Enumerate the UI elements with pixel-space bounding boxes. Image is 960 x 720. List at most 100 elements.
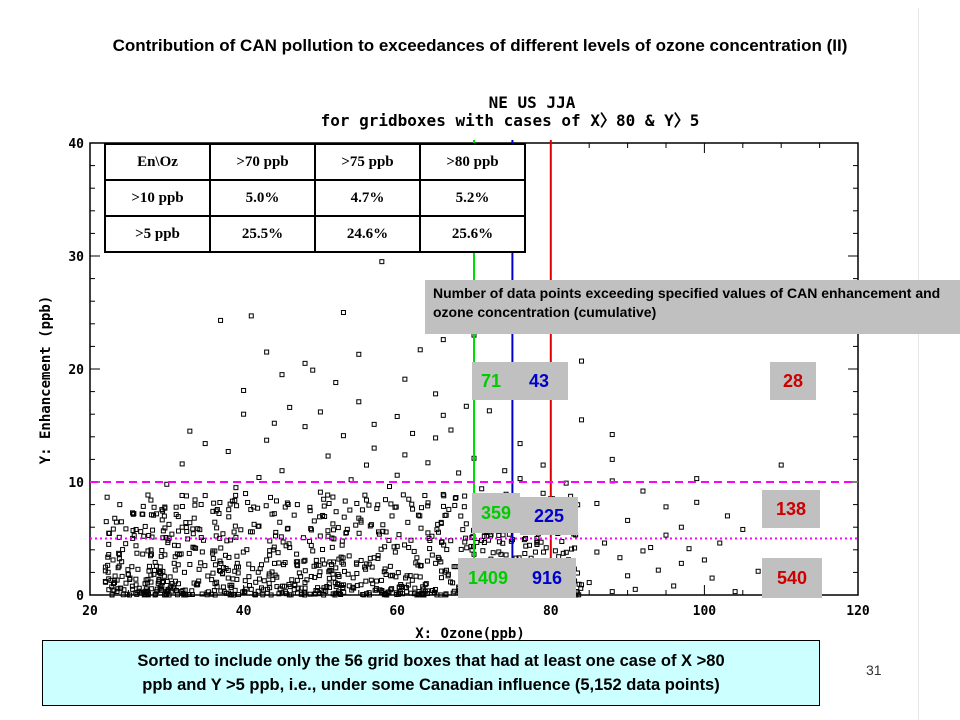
data-point [266,580,272,586]
data-point [252,591,258,597]
data-point [425,500,431,506]
data-point [388,501,394,507]
data-point [724,513,730,519]
data-point [321,561,327,567]
data-point [326,501,332,507]
data-point [521,537,527,543]
data-point [210,550,216,556]
data-point [163,591,169,597]
data-point [331,575,337,581]
data-point [486,537,492,543]
data-point [552,548,558,554]
data-point [268,592,274,598]
data-point [277,586,283,592]
data-point [560,550,566,556]
data-point [321,592,327,598]
data-point [123,580,129,586]
data-point [282,560,288,566]
data-point [133,576,139,582]
data-point [325,528,331,534]
data-point [350,575,356,581]
data-point [438,520,444,526]
data-point [233,485,239,491]
data-point [640,548,646,554]
data-point [218,588,224,594]
data-point [205,573,211,579]
data-point [663,504,669,510]
data-point [191,515,197,521]
data-point [422,493,428,499]
data-point [364,561,370,567]
data-point [173,504,179,510]
data-point [367,523,373,529]
data-point [423,581,429,587]
data-point [270,547,276,553]
data-point [655,567,661,573]
table-cell: 24.6% [314,215,421,253]
data-point [116,550,122,556]
data-point [417,347,423,353]
count-y20-x80: 28 [770,362,816,400]
data-point [192,497,198,503]
data-points [102,259,800,598]
data-point [226,514,232,520]
data-point [368,577,374,583]
data-point [409,577,415,583]
data-point [271,420,277,426]
data-point [572,545,578,551]
data-point [541,549,547,555]
data-point [339,538,345,544]
page-number: 31 [866,662,882,678]
data-point [250,566,256,572]
data-point [291,587,297,593]
data-point [678,524,684,530]
data-point [125,567,131,573]
table-cell: 25.5% [209,215,316,253]
data-point [179,492,185,498]
data-point [404,573,410,579]
table-cell: 5.2% [419,179,526,217]
note-box: Number of data points exceeding specifie… [425,280,960,334]
data-point [414,555,420,561]
data-point [180,591,186,597]
data-point [147,553,153,559]
data-point [319,587,325,593]
data-point [335,589,341,595]
data-point [180,588,186,594]
data-point [148,572,154,578]
data-point [388,573,394,579]
data-point [375,555,381,561]
data-point [282,589,288,595]
data-point [344,526,350,532]
data-point [397,589,403,595]
data-point [325,492,331,498]
data-point [382,497,388,503]
data-point [319,547,325,553]
data-point [617,555,623,561]
data-point [190,531,196,537]
data-point [311,518,317,524]
data-point [220,584,226,590]
data-point [418,562,424,568]
data-point [241,387,247,393]
data-point [169,531,175,537]
table-cell: 4.7% [314,179,421,217]
data-point [440,337,446,343]
data-point [363,497,369,503]
data-point [233,492,239,498]
data-point [342,568,348,574]
data-point [632,586,638,592]
data-point [162,552,168,558]
data-point [311,563,317,569]
x-tick-label: 60 [389,604,405,619]
data-point [317,489,323,495]
data-point [523,535,529,541]
data-point [232,497,238,503]
data-point [335,582,341,588]
data-point [340,561,346,567]
data-point [363,578,369,584]
data-point [625,517,631,523]
data-point [317,514,323,520]
data-point [410,430,416,436]
